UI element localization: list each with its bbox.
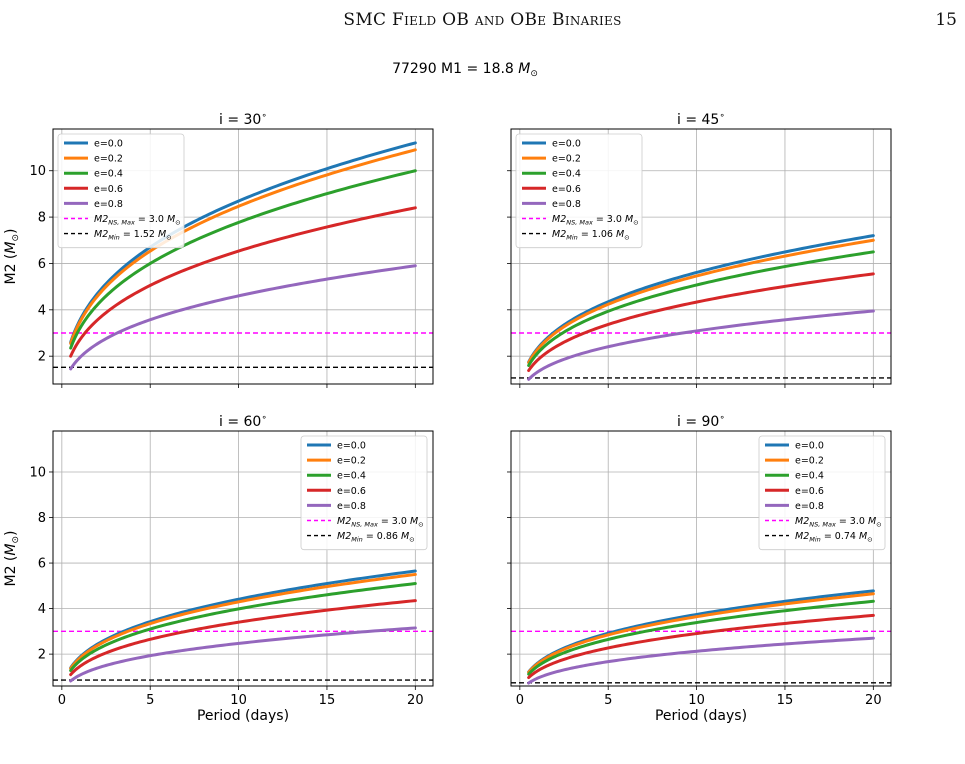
series-line-e-0.6 bbox=[527, 272, 875, 373]
series-line-e-0.2 bbox=[527, 238, 875, 365]
y-tick-label: 6 bbox=[38, 257, 46, 272]
series-line-e-0.0 bbox=[527, 234, 875, 364]
series-line-e-0.4 bbox=[69, 582, 417, 673]
subplot-title: i = 90∘ bbox=[677, 413, 725, 430]
x-tick-label: 15 bbox=[777, 693, 794, 708]
series-line-e-0.2 bbox=[527, 592, 875, 674]
x-tick-label: 10 bbox=[688, 693, 705, 708]
legend-label: M2NS, Max = 3.0 M⊙ bbox=[94, 214, 181, 227]
legend-label: e=0.0 bbox=[94, 139, 123, 150]
legend-label: e=0.2 bbox=[795, 456, 824, 467]
legend-label: M2NS, Max = 3.0 M⊙ bbox=[795, 516, 882, 529]
y-tick-label: 4 bbox=[38, 602, 46, 617]
series-line-e-0.6 bbox=[69, 206, 417, 358]
legend-label: e=0.2 bbox=[552, 154, 581, 165]
subplot-bottom-right: 0 5 10 15 20i = 90∘Period (days)e=0.0e=0.2e=… bbox=[507, 413, 892, 724]
axes-frame bbox=[52, 430, 434, 687]
series-line-e-0.8 bbox=[69, 626, 417, 683]
series-line-e-0.8 bbox=[527, 309, 875, 381]
legend-frame bbox=[300, 435, 428, 551]
legend: e=0.0 e=0.2 e=0.4 e=0.6 e=0.8 M2NS, Max = 3.0… bbox=[758, 435, 886, 551]
x-tick-label: 5 bbox=[146, 693, 154, 708]
figure-suptitle: 77290 M1 = 18.8 M⊙ bbox=[392, 61, 538, 79]
series-line-e-0.4 bbox=[527, 250, 875, 367]
x-axis-label: Period (days) bbox=[197, 708, 289, 724]
axes-frame bbox=[510, 128, 892, 385]
legend-label: e=0.6 bbox=[552, 184, 581, 195]
legend: e=0.0 e=0.2 e=0.4 e=0.6 e=0.8 M2NS, Max = 3.0… bbox=[515, 133, 643, 249]
subplot-bottom-left: 0 5 10 15 20 2 4 6 8 10 i = 60∘ M2 (M⊙) Period (days… bbox=[3, 413, 434, 724]
page-number: 15 bbox=[935, 10, 957, 30]
series-line-e-0.2 bbox=[69, 572, 417, 670]
y-tick-label: 2 bbox=[38, 648, 46, 663]
legend-label: e=0.8 bbox=[94, 199, 123, 210]
legend-label: e=0.2 bbox=[337, 456, 366, 467]
y-tick-label: 8 bbox=[38, 511, 46, 526]
legend-label: M2Min = 1.06 M⊙ bbox=[552, 229, 630, 242]
subplot-top-left: 2 4 6 8 10 i = 30∘ M2 (M⊙) e=0.0 e=0.2 e=0.4 e=0.6… bbox=[3, 111, 434, 388]
y-axis-label: M2 (M⊙) bbox=[3, 530, 21, 586]
legend-label: e=0.6 bbox=[94, 184, 123, 195]
legend-label: M2Min = 0.86 M⊙ bbox=[337, 531, 415, 544]
x-tick-label: 0 bbox=[58, 693, 66, 708]
running-title: SMC Field OB and OBe Binaries bbox=[343, 10, 622, 30]
legend-label: e=0.6 bbox=[795, 486, 824, 497]
subplot-title: i = 30∘ bbox=[219, 111, 267, 128]
series-line-e-0.0 bbox=[527, 589, 875, 674]
x-tick-label: 20 bbox=[407, 693, 424, 708]
legend-label: e=0.4 bbox=[94, 169, 123, 180]
legend-frame bbox=[515, 133, 643, 249]
subplot-title: i = 60∘ bbox=[219, 413, 267, 430]
legend-label: e=0.8 bbox=[552, 199, 581, 210]
legend-label: e=0.8 bbox=[795, 501, 824, 512]
legend-label: e=0.2 bbox=[94, 154, 123, 165]
x-tick-label: 20 bbox=[865, 693, 882, 708]
series-line-e-0.6 bbox=[527, 613, 875, 680]
legend-label: e=0.4 bbox=[552, 169, 581, 180]
legend-label: e=0.4 bbox=[795, 471, 824, 482]
legend-frame bbox=[758, 435, 886, 551]
series-line-e-0.6 bbox=[69, 599, 417, 677]
y-tick-label: 8 bbox=[38, 211, 46, 226]
legend-label: e=0.0 bbox=[795, 441, 824, 452]
subplot-title: i = 45∘ bbox=[677, 111, 725, 128]
legend-label: M2Min = 1.52 M⊙ bbox=[94, 229, 172, 242]
x-tick-label: 0 bbox=[516, 693, 524, 708]
x-tick-label: 15 bbox=[319, 693, 336, 708]
legend-label: e=0.8 bbox=[337, 501, 366, 512]
y-tick-label: 10 bbox=[29, 164, 46, 179]
legend-label: M2NS, Max = 3.0 M⊙ bbox=[552, 214, 639, 227]
y-tick-label: 6 bbox=[38, 557, 46, 572]
legend-frame bbox=[57, 133, 185, 249]
subplot-top-right: i = 45∘ e=0.0 e=0.2 e=0.4 e=0.6 e=0.8 M2NS, Ma… bbox=[507, 111, 892, 388]
x-tick-label: 5 bbox=[604, 693, 612, 708]
legend-label: M2NS, Max = 3.0 M⊙ bbox=[337, 516, 424, 529]
series-line-e-0.8 bbox=[527, 636, 875, 685]
y-axis-label: M2 (M⊙) bbox=[3, 228, 21, 284]
legend: e=0.0 e=0.2 e=0.4 e=0.6 e=0.8 M2NS, Max = 3.0… bbox=[57, 133, 185, 249]
legend-label: e=0.0 bbox=[337, 441, 366, 452]
axes-frame bbox=[52, 128, 434, 385]
series-line-e-0.0 bbox=[69, 569, 417, 670]
x-tick-label: 10 bbox=[230, 693, 247, 708]
legend-label: e=0.6 bbox=[337, 486, 366, 497]
legend: e=0.0 e=0.2 e=0.4 e=0.6 e=0.8 M2NS, Max = 3.0… bbox=[300, 435, 428, 551]
series-line-e-0.4 bbox=[527, 599, 875, 676]
y-tick-label: 4 bbox=[38, 303, 46, 318]
legend-label: M2Min = 0.74 M⊙ bbox=[795, 531, 873, 544]
y-tick-label: 10 bbox=[29, 465, 46, 480]
series-line-e-0.8 bbox=[69, 264, 417, 371]
legend-label: e=0.4 bbox=[337, 471, 366, 482]
y-tick-label: 2 bbox=[38, 350, 46, 365]
axes-frame bbox=[510, 430, 892, 687]
legend-label: e=0.0 bbox=[552, 139, 581, 150]
x-axis-label: Period (days) bbox=[655, 708, 747, 724]
